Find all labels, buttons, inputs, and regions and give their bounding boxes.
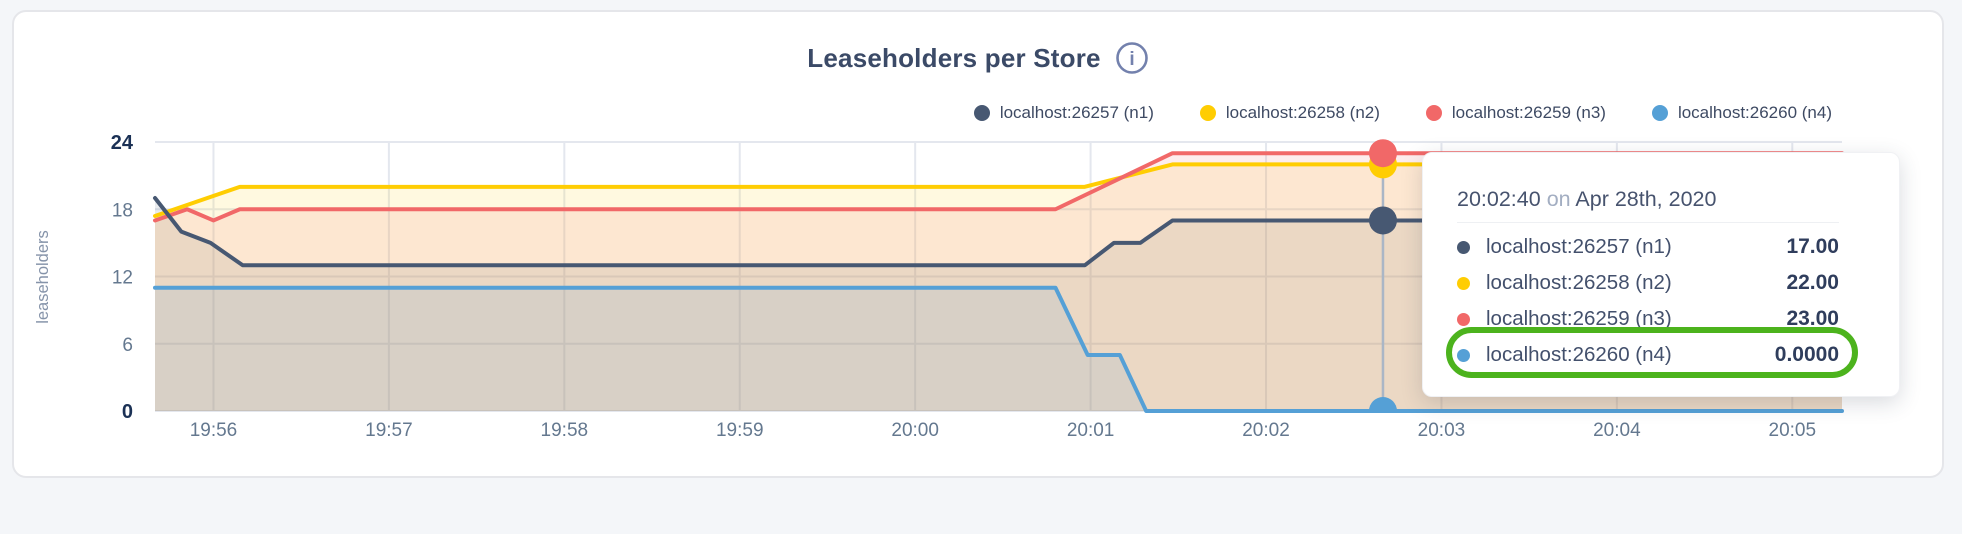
series-line-n4	[153, 285, 1844, 413]
info-icon[interactable]: i	[1115, 41, 1149, 75]
legend: localhost:26257 (n1) localhost:26258 (n2)…	[973, 99, 1832, 127]
x-tick-label: 19:57	[365, 420, 413, 441]
legend-item-n1[interactable]: localhost:26257 (n1)	[973, 103, 1154, 123]
svg-text:i: i	[1129, 49, 1134, 70]
legend-item-n3[interactable]: localhost:26259 (n3)	[1425, 103, 1606, 123]
hover-tooltip: 20:02:40 on Apr 28th, 2020 localhost:262…	[1422, 152, 1900, 397]
hover-dot-n1	[1368, 206, 1397, 235]
tooltip-series-value: 22.00	[1786, 271, 1839, 294]
legend-item-label: localhost:26259 (n3)	[1451, 103, 1606, 122]
legend-item-label: localhost:26257 (n1)	[999, 103, 1154, 122]
series-area-n1	[155, 198, 1842, 411]
tooltip-series-dot-icon	[1457, 312, 1470, 326]
x-tick-label: 19:58	[541, 420, 589, 441]
series-area-n3	[155, 153, 1842, 412]
tooltip-series-label: localhost:26260 (n4)	[1486, 343, 1672, 366]
y-axis-title: leaseholders	[34, 230, 52, 324]
series-line-n1	[153, 196, 1844, 268]
tooltip-rows: localhost:26257 (n1) 17.00 localhost:26258…	[1457, 229, 1839, 373]
x-tick-label: 19:56	[190, 420, 238, 441]
legend-dot-icon	[1199, 105, 1216, 121]
tooltip-series-dot-icon	[1457, 348, 1470, 362]
legend-item-n2[interactable]: localhost:26258 (n2)	[1199, 103, 1380, 123]
x-tick-label: 19:59	[716, 420, 764, 441]
tooltip-date: Apr 28th, 2020	[1575, 187, 1717, 211]
series-line-n3	[153, 151, 1844, 223]
y-tick-label: 18	[112, 200, 133, 221]
tooltip-series-label: localhost:26259 (n3)	[1486, 307, 1672, 330]
y-tick-label: 6	[122, 335, 133, 356]
tooltip-row-n2: localhost:26258 (n2) 22.00	[1457, 265, 1839, 301]
tooltip-row-n4: localhost:26260 (n4) 0.0000	[1457, 337, 1839, 373]
tooltip-connector: on	[1546, 187, 1571, 211]
tooltip-series-label: localhost:26257 (n1)	[1486, 235, 1672, 258]
legend-item-n4[interactable]: localhost:26260 (n4)	[1651, 103, 1832, 123]
x-tick-label: 20:01	[1067, 420, 1115, 441]
tooltip-series-value: 23.00	[1786, 307, 1839, 330]
tooltip-row-n1: localhost:26257 (n1) 17.00	[1457, 229, 1839, 265]
legend-dot-icon	[1425, 105, 1442, 121]
x-tick-label: 20:02	[1242, 420, 1290, 441]
chart-header: Leaseholders per Store i	[12, 38, 1944, 78]
tooltip-series-value: 0.0000	[1774, 343, 1839, 366]
legend-dot-icon	[973, 105, 990, 121]
hover-markers	[1368, 139, 1397, 411]
legend-item-label: localhost:26258 (n2)	[1225, 103, 1380, 122]
tooltip-series-dot-icon	[1457, 240, 1470, 254]
tooltip-series-label: localhost:26258 (n2)	[1486, 271, 1672, 294]
x-tick-label: 20:04	[1593, 420, 1641, 441]
hover-dot-n3	[1368, 139, 1397, 168]
y-tick-label: 12	[112, 268, 133, 289]
x-tick-label: 20:05	[1769, 420, 1817, 441]
hover-dot-n4	[1368, 397, 1397, 411]
tooltip-series-value: 17.00	[1786, 235, 1839, 258]
tooltip-header: 20:02:40 on Apr 28th, 2020	[1457, 187, 1839, 223]
tooltip-time: 20:02:40	[1457, 187, 1541, 211]
tooltip-series-dot-icon	[1457, 276, 1470, 290]
y-tick-label: 24	[111, 132, 134, 154]
x-tick-label: 20:03	[1418, 420, 1466, 441]
y-tick-label: 0	[122, 401, 133, 423]
tooltip-row-n3: localhost:26259 (n3) 23.00	[1457, 301, 1839, 337]
x-tick-label: 20:00	[891, 420, 939, 441]
legend-item-label: localhost:26260 (n4)	[1677, 103, 1832, 122]
chart-title: Leaseholders per Store	[807, 42, 1101, 73]
legend-dot-icon	[1651, 105, 1668, 121]
series-area-n4	[155, 287, 1842, 411]
